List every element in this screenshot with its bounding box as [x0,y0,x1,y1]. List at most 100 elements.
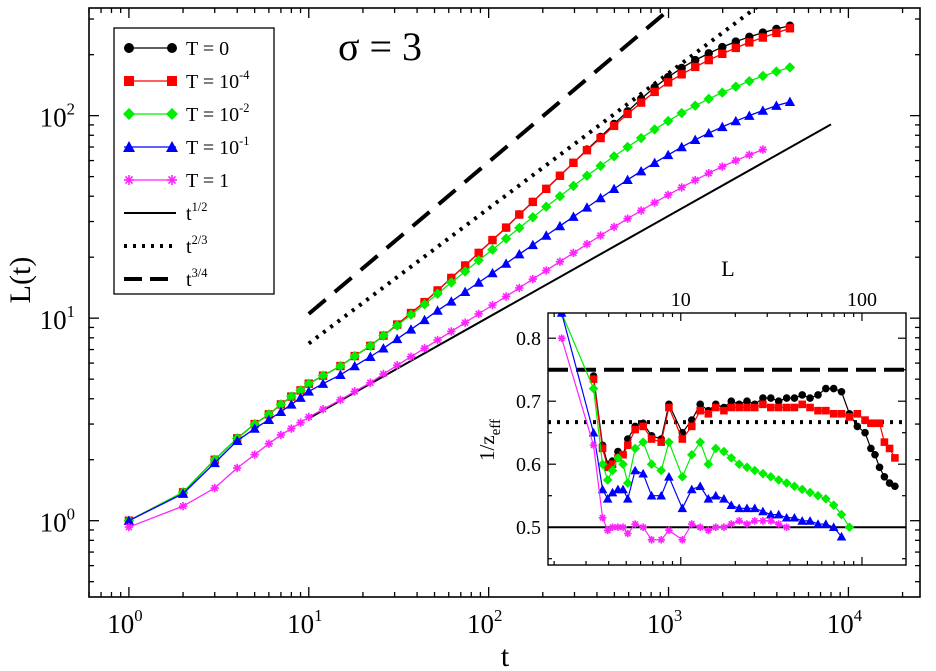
point-T1-37 [690,134,701,144]
inset-point-T2-20 [734,459,744,469]
inset-point-T0-32 [837,387,846,396]
inset-point-T4-41 [891,454,899,462]
point-T1-24 [514,248,525,259]
inset-point-T1b-16 [704,526,713,535]
point-T2-25 [527,212,539,223]
point-T1-17 [419,314,430,325]
point-T1-39 [717,121,728,132]
point-T1-25 [527,239,539,250]
legend-label-T0: T = 0 [186,38,229,60]
inset-y-tick-label: 0.7 [516,391,541,413]
point-T1b-25 [528,274,538,284]
inset-point-T4-36 [867,419,875,428]
point-T2-9 [303,378,314,389]
point-T1-42 [757,105,769,115]
point-T1b-20 [460,318,470,327]
inset-point-T1b-14 [687,520,696,528]
inset-point-T1-19 [726,500,737,509]
sigma-annotation: σ = 3 [338,24,422,69]
point-T1b-3 [233,463,242,473]
inset-point-T2-25 [773,475,784,485]
inset-point-T2-3 [602,475,613,485]
y-tick-label: 101 [40,302,75,335]
point-T1-22 [487,267,498,278]
inset-point-T4-9 [647,435,656,443]
point-T4-27 [555,171,565,180]
legend-label-T1: T = 10-1 [186,134,249,159]
inset-point-T4-8 [639,422,647,431]
inset-point-T4-26 [790,403,799,412]
inset-point-T0-14 [696,400,705,409]
inset-point-T2-27 [789,481,800,492]
inset-point-T0-27 [798,391,807,399]
inset-point-T2-21 [742,462,752,473]
inset-point-T1-9 [638,468,648,478]
main-frame [88,7,921,598]
point-T4-26 [542,184,551,194]
inset-point-T4-33 [845,413,854,421]
inset-point-T4-23 [767,403,775,412]
point-T4-43 [772,28,781,38]
point-T0-38 [704,49,713,58]
inset-point-T4-20 [743,403,751,412]
point-T4-39 [718,49,727,58]
inset-point-T1b-20 [735,517,743,525]
point-T1-34 [649,157,660,167]
point-T1b-33 [636,206,646,215]
inset-point-T1b-23 [759,517,767,525]
inset-point-T1b-10 [647,536,656,544]
point-T2-22 [487,244,498,255]
legend-marker-T2 [166,108,178,120]
inset-point-T4-12 [678,435,687,443]
inset-point-T2-8 [630,443,640,454]
inset-point-T1b-12 [665,526,673,535]
point-T2-6 [275,399,287,410]
inset-point-T4-29 [814,406,822,415]
inset-point-T2-19 [726,453,737,463]
inset-point-T2-2 [597,459,608,469]
inset-point-T1-2 [597,484,608,494]
point-T4-25 [528,197,538,207]
point-T1b-29 [582,239,592,249]
inset-point-T4-34 [853,410,862,418]
inset-plot: 10 100 0.5 0.6 0.7 0.8 L 1/zeff [475,256,907,566]
point-T4-22 [488,235,497,245]
inset-y-tick-label: 0.5 [516,517,541,539]
point-T2-5 [263,409,275,420]
legend: T = 0 T = 10-4 T = 10-2 T = 10-1 T = 1 t1/2 t2… [113,27,275,295]
point-T4-31 [609,121,619,131]
point-T1-15 [391,333,403,344]
point-T1b-26 [542,266,551,275]
point-T1b-38 [704,168,713,178]
inset-point-T4-40 [885,444,894,453]
inset-point-T1b-18 [720,523,728,531]
point-T2-32 [622,141,633,153]
inset-point-T0-25 [782,394,791,402]
point-T1-27 [554,220,566,231]
inset-point-T4-37 [871,419,879,428]
point-T1-7 [286,399,297,409]
series-markers-T1 [123,96,796,525]
point-T2-33 [635,132,647,144]
inset-point-T0-38 [875,463,884,472]
point-T2-15 [391,320,403,331]
point-T2-43 [771,66,782,77]
point-T4-34 [650,87,659,97]
inset-x-tick-label: 100 [847,289,877,311]
point-T2-41 [744,75,755,87]
inset-point-T1-16 [703,494,714,503]
point-T1b-42 [758,145,768,154]
point-T1b-4 [250,450,259,459]
point-T4-32 [623,109,632,119]
point-T1-16 [405,324,417,334]
inset-point-T2-33 [836,509,847,520]
point-T1b-13 [366,378,375,387]
inset-point-T0-36 [867,444,875,453]
inset-point-T4-10 [657,438,666,446]
inset-point-T2-29 [805,487,815,498]
point-T1b-18 [433,335,442,345]
inset-point-T0-37 [871,450,879,459]
inset-point-T0-29 [814,391,822,399]
